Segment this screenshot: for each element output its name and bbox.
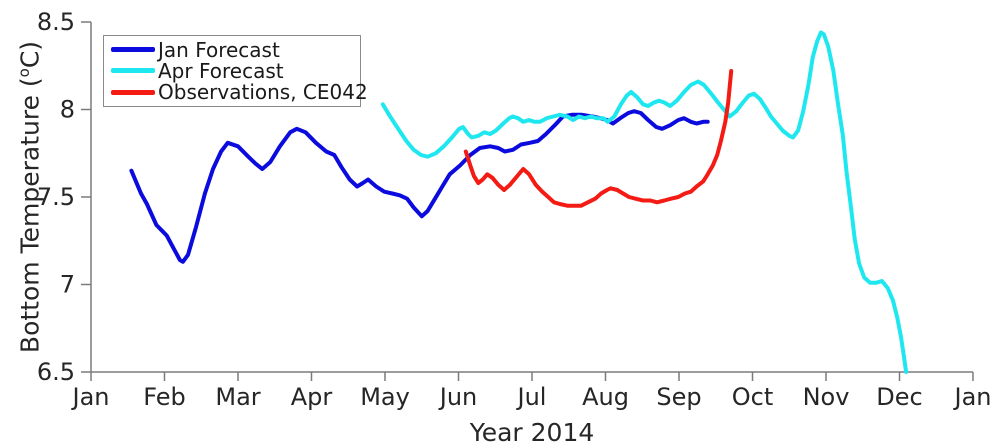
legend-line-sample [111, 89, 155, 95]
y-axis-title: Bottom Temperature (oC) [8, 0, 44, 397]
y-tick-label: 7 [60, 271, 75, 299]
legend-item-label: Observations, CE042 [158, 80, 368, 105]
x-tick-label: Jan [71, 383, 110, 411]
y-tick-label: 8 [60, 96, 75, 124]
x-tick-label: Jun [438, 383, 478, 411]
y-tick-label: 6.5 [37, 358, 75, 386]
series-line-observations-ce042 [463, 69, 734, 208]
x-tick-label: Sep [656, 383, 701, 411]
y-axis-title-degree: o [15, 68, 33, 78]
legend-item: Jan Forecast [111, 40, 354, 60]
y-tick-label: 7.5 [37, 183, 75, 211]
x-tick-label: May [360, 383, 410, 411]
legend: Jan Forecast Apr Forecast Observations, CE… [103, 35, 368, 107]
x-tick-label: Jul [516, 383, 547, 411]
x-tick-label: Oct [732, 383, 774, 411]
x-tick-label: Apr [291, 383, 333, 411]
x-tick-label: Nov [803, 383, 850, 411]
x-axis-title: Year 2014 [469, 418, 595, 447]
legend-item-label: Apr Forecast [158, 58, 284, 83]
x-tick-label: Dec [876, 383, 922, 411]
legend-line-sample [111, 68, 155, 74]
legend-item: Observations, CE042 [111, 82, 368, 102]
x-tick-label: Feb [143, 383, 186, 411]
legend-line-sample [111, 47, 155, 53]
legend-item: Apr Forecast [111, 61, 354, 81]
legend-item-label: Jan Forecast [158, 37, 280, 62]
y-axis-title-text: Bottom Temperature ( [15, 77, 45, 354]
x-tick-label: Aug [582, 383, 629, 411]
y-tick-label: 8.5 [37, 8, 75, 36]
series-line-apr-forecast [380, 30, 909, 374]
y-axis-title-unit: C) [15, 40, 45, 69]
x-tick-label: Mar [215, 383, 260, 411]
series-line-jan-forecast [129, 109, 710, 264]
x-tick-label: Jan [953, 383, 992, 411]
